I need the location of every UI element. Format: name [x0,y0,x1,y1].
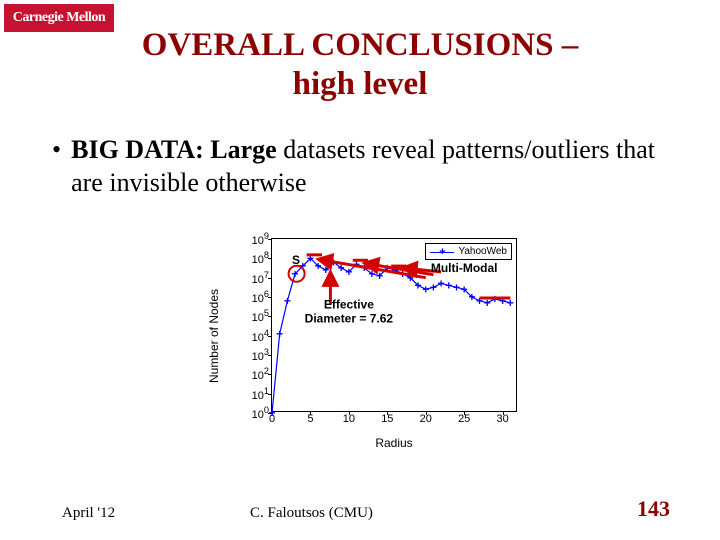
y-axis-label: Number of Nodes [207,289,221,383]
slide-title: OVERALL CONCLUSIONS – high level [0,26,720,104]
svg-text:Multi-Modal: Multi-Modal [431,261,498,275]
plot-area: + YahooWeb 10010110210310410510610710810… [271,238,517,412]
bullet-bold: BIG DATA: Large [71,135,277,164]
bullet-item: • BIG DATA: Large datasets reveal patter… [52,134,672,199]
title-line-2: high level [293,66,428,102]
footer-date: April '12 [62,505,115,522]
page-number: 143 [637,496,670,522]
bullet-text: BIG DATA: Large datasets reveal patterns… [71,134,672,199]
bullet-marker: • [52,134,61,199]
x-axis-label: Radius [271,436,517,450]
svg-text:S: S [292,253,300,267]
title-line-1: OVERALL CONCLUSIONS – [142,27,578,63]
footer-author: C. Faloutsos (CMU) [250,505,373,522]
chart: Number of Nodes + YahooWeb 1001011021031… [216,226,536,446]
svg-text:Effective: Effective [324,298,374,312]
svg-text:Diameter = 7.62: Diameter = 7.62 [305,312,394,326]
